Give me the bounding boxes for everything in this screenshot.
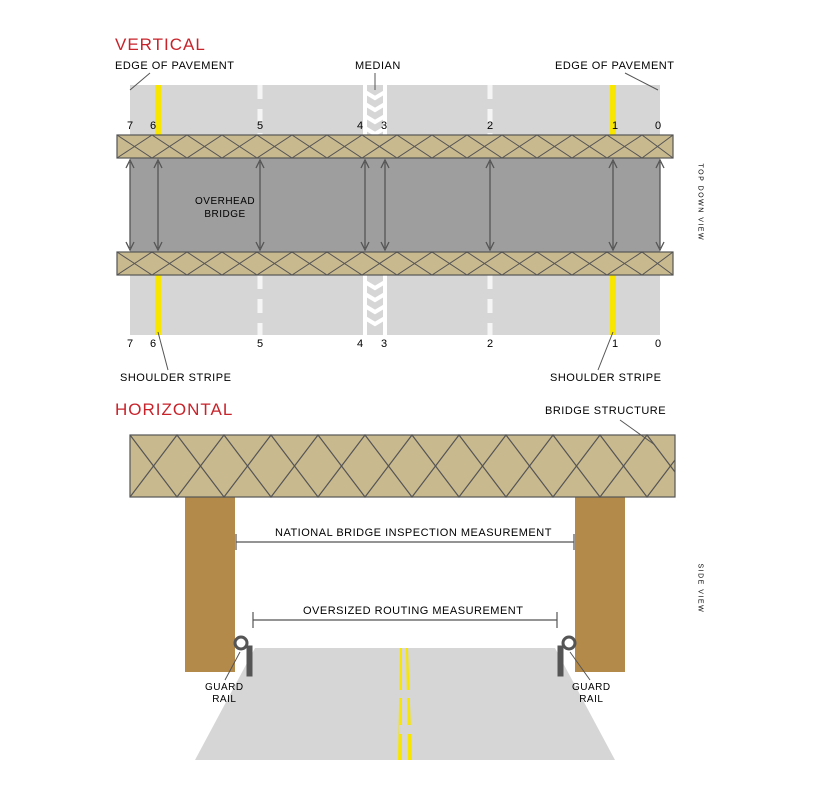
label-nbi: NATIONAL BRIDGE INSPECTION MEASUREMENT [275,527,552,539]
horizontal-beam [130,435,675,497]
num-bot-5: 5 [257,338,263,350]
upper-beam [117,135,673,158]
num-bot-3: 3 [381,338,387,350]
num-top-2: 2 [487,120,493,132]
num-bot-6: 6 [150,338,156,350]
num-top-4: 4 [357,120,363,132]
label-edge-right: EDGE OF PAVEMENT [555,60,674,72]
label-guard-right: GUARD RAIL [572,682,611,706]
diagram-svg [0,0,820,785]
section-title-vertical: VERTICAL [115,35,206,55]
num-top-3: 3 [381,120,387,132]
num-bot-0: 0 [655,338,661,350]
label-overhead-bridge: OVERHEAD BRIDGE [195,195,255,221]
label-guard-left: GUARD RAIL [205,682,244,706]
label-shoulder-left: SHOULDER STRIPE [120,372,231,384]
num-bot-1: 1 [612,338,618,350]
pier-right [575,497,625,672]
pier-left [185,497,235,672]
lower-beam [117,252,673,275]
num-top-6: 6 [150,120,156,132]
label-edge-left: EDGE OF PAVEMENT [115,60,234,72]
num-top-5: 5 [257,120,263,132]
num-bot-2: 2 [487,338,493,350]
num-bot-4: 4 [357,338,363,350]
road-perspective [195,648,615,760]
label-orm: OVERSIZED ROUTING MEASUREMENT [303,605,523,617]
label-bridge-structure: BRIDGE STRUCTURE [545,405,666,417]
diagram-canvas: VERTICAL HORIZONTAL EDGE OF PAVEMENT MED… [0,0,820,785]
num-bot-7: 7 [127,338,133,350]
label-side-view: SIDE VIEW [697,564,704,624]
num-top-0: 0 [655,120,661,132]
label-top-down-view: TOP DOWN VIEW [697,164,704,244]
label-shoulder-right: SHOULDER STRIPE [550,372,661,384]
num-top-1: 1 [612,120,618,132]
label-median: MEDIAN [355,60,401,72]
section-title-horizontal: HORIZONTAL [115,400,233,420]
num-top-7: 7 [127,120,133,132]
